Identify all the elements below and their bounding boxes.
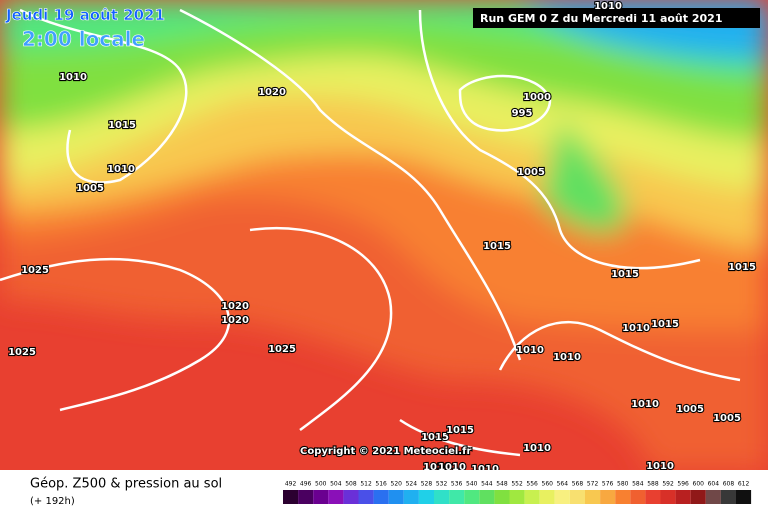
colorbar-label: 492 — [285, 481, 297, 488]
colorbar-swatch — [479, 490, 495, 504]
map-date: Jeudi 19 août 2021 — [5, 6, 165, 24]
colorbar-label: 556 — [526, 481, 538, 488]
isobar-label: 1015 — [421, 432, 449, 443]
colorbar-swatch — [690, 490, 706, 504]
isobar-label: 1005 — [76, 183, 104, 194]
isobar-label: 1015 — [446, 425, 474, 436]
isobar-label: 1015 — [108, 120, 136, 131]
legend-title: Géop. Z500 & pression au sol — [30, 477, 222, 492]
colorbar-swatch — [403, 490, 419, 504]
colorbar-label: 604 — [708, 481, 720, 488]
colorbar-swatch — [328, 490, 344, 504]
colorbar-label: 532 — [436, 481, 448, 488]
copyright: Copyright © 2021 Meteociel.fr — [300, 446, 471, 457]
colorbar-label: 600 — [693, 481, 705, 488]
colorbar-label: 500 — [315, 481, 327, 488]
map-field — [0, 0, 768, 470]
colorbar-swatch — [645, 490, 661, 504]
colorbar-swatch — [509, 490, 525, 504]
colorbar-label: 612 — [738, 481, 750, 488]
run-info: Run GEM 0 Z du Mercredi 11 août 2021 — [480, 12, 722, 25]
colorbar-swatch — [298, 490, 314, 504]
colorbar-swatch — [554, 490, 570, 504]
isobar-label: 1015 — [483, 241, 511, 252]
isobar-label: 1010 — [622, 323, 650, 334]
colorbar-label: 572 — [587, 481, 599, 488]
colorbar-label: 552 — [511, 481, 523, 488]
colorbar-swatch — [585, 490, 601, 504]
isobar-label: 1015 — [728, 262, 756, 273]
isobar-label: 1015 — [611, 269, 639, 280]
colorbar-swatch — [660, 490, 676, 504]
isobar-label: 995 — [512, 108, 533, 119]
colorbar-swatch — [434, 490, 450, 504]
colorbar-label: 564 — [557, 481, 569, 488]
colorbar-swatch — [539, 490, 555, 504]
colorbar-swatch — [464, 490, 480, 504]
colorbar-label: 560 — [542, 481, 554, 488]
isobar-label: 1025 — [8, 347, 36, 358]
colorbar-label: 580 — [617, 481, 629, 488]
colorbar-swatch — [675, 490, 691, 504]
colorbar-swatch — [600, 490, 616, 504]
colorbar-label: 576 — [602, 481, 614, 488]
colorbar-label: 592 — [662, 481, 674, 488]
colorbar-swatch — [373, 490, 389, 504]
colorbar-label: 508 — [345, 481, 357, 488]
colorbar-swatch — [736, 490, 752, 504]
colorbar-swatch — [705, 490, 721, 504]
colorbar-label: 536 — [451, 481, 463, 488]
colorbar-label: 584 — [632, 481, 644, 488]
colorbar-label: 516 — [375, 481, 387, 488]
colorbar: 492 496 500 504 508 512 516 520 524 528 532 536 540 5… — [283, 481, 752, 504]
isobar-label: 1010 — [594, 1, 622, 12]
legend-subtitle: (+ 192h) — [30, 496, 75, 507]
isobar-label: 1010 — [59, 72, 87, 83]
colorbar-label: 504 — [330, 481, 342, 488]
isobar-label: 1010 — [631, 399, 659, 410]
colorbar-swatch — [418, 490, 434, 504]
colorbar-swatch — [615, 490, 631, 504]
isobar-label: 1025 — [21, 265, 49, 276]
colorbar-label: 548 — [496, 481, 508, 488]
isobar-label: 1005 — [676, 404, 704, 415]
isobar-label: 1005 — [517, 167, 545, 178]
colorbar-label: 588 — [647, 481, 659, 488]
colorbar-label: 528 — [421, 481, 433, 488]
colorbar-label: 568 — [572, 481, 584, 488]
colorbar-swatch — [524, 490, 540, 504]
isobar-label: 1020 — [221, 301, 249, 312]
colorbar-label: 608 — [723, 481, 735, 488]
isobar-label: 1015 — [651, 319, 679, 330]
isobar-label: 1010 — [107, 164, 135, 175]
colorbar-label: 596 — [677, 481, 689, 488]
colorbar-swatch — [283, 490, 299, 504]
colorbar-swatch — [720, 490, 736, 504]
colorbar-swatch — [358, 490, 374, 504]
map-time: 2:00 locale — [22, 27, 145, 51]
colorbar-label: 520 — [391, 481, 403, 488]
colorbar-swatch — [343, 490, 359, 504]
isobar-label: 1010 — [523, 443, 551, 454]
isobar-label: 1020 — [221, 315, 249, 326]
colorbar-swatch — [494, 490, 510, 504]
isobar-label: 1025 — [268, 344, 296, 355]
isobar-label: 1000 — [523, 92, 551, 103]
colorbar-swatch — [388, 490, 404, 504]
isobar-label: 1010 — [553, 352, 581, 363]
colorbar-swatch — [313, 490, 329, 504]
isobar-label: 1010 — [516, 345, 544, 356]
isobar-label: 1020 — [258, 87, 286, 98]
colorbar-swatch — [569, 490, 585, 504]
colorbar-swatch — [449, 490, 465, 504]
colorbar-label: 540 — [466, 481, 478, 488]
colorbar-label: 544 — [481, 481, 493, 488]
colorbar-label: 512 — [360, 481, 372, 488]
isobar-label: 1010 — [646, 461, 674, 472]
colorbar-label: 496 — [300, 481, 312, 488]
colorbar-label: 524 — [406, 481, 418, 488]
colorbar-swatch — [630, 490, 646, 504]
isobar-label: 1005 — [713, 413, 741, 424]
